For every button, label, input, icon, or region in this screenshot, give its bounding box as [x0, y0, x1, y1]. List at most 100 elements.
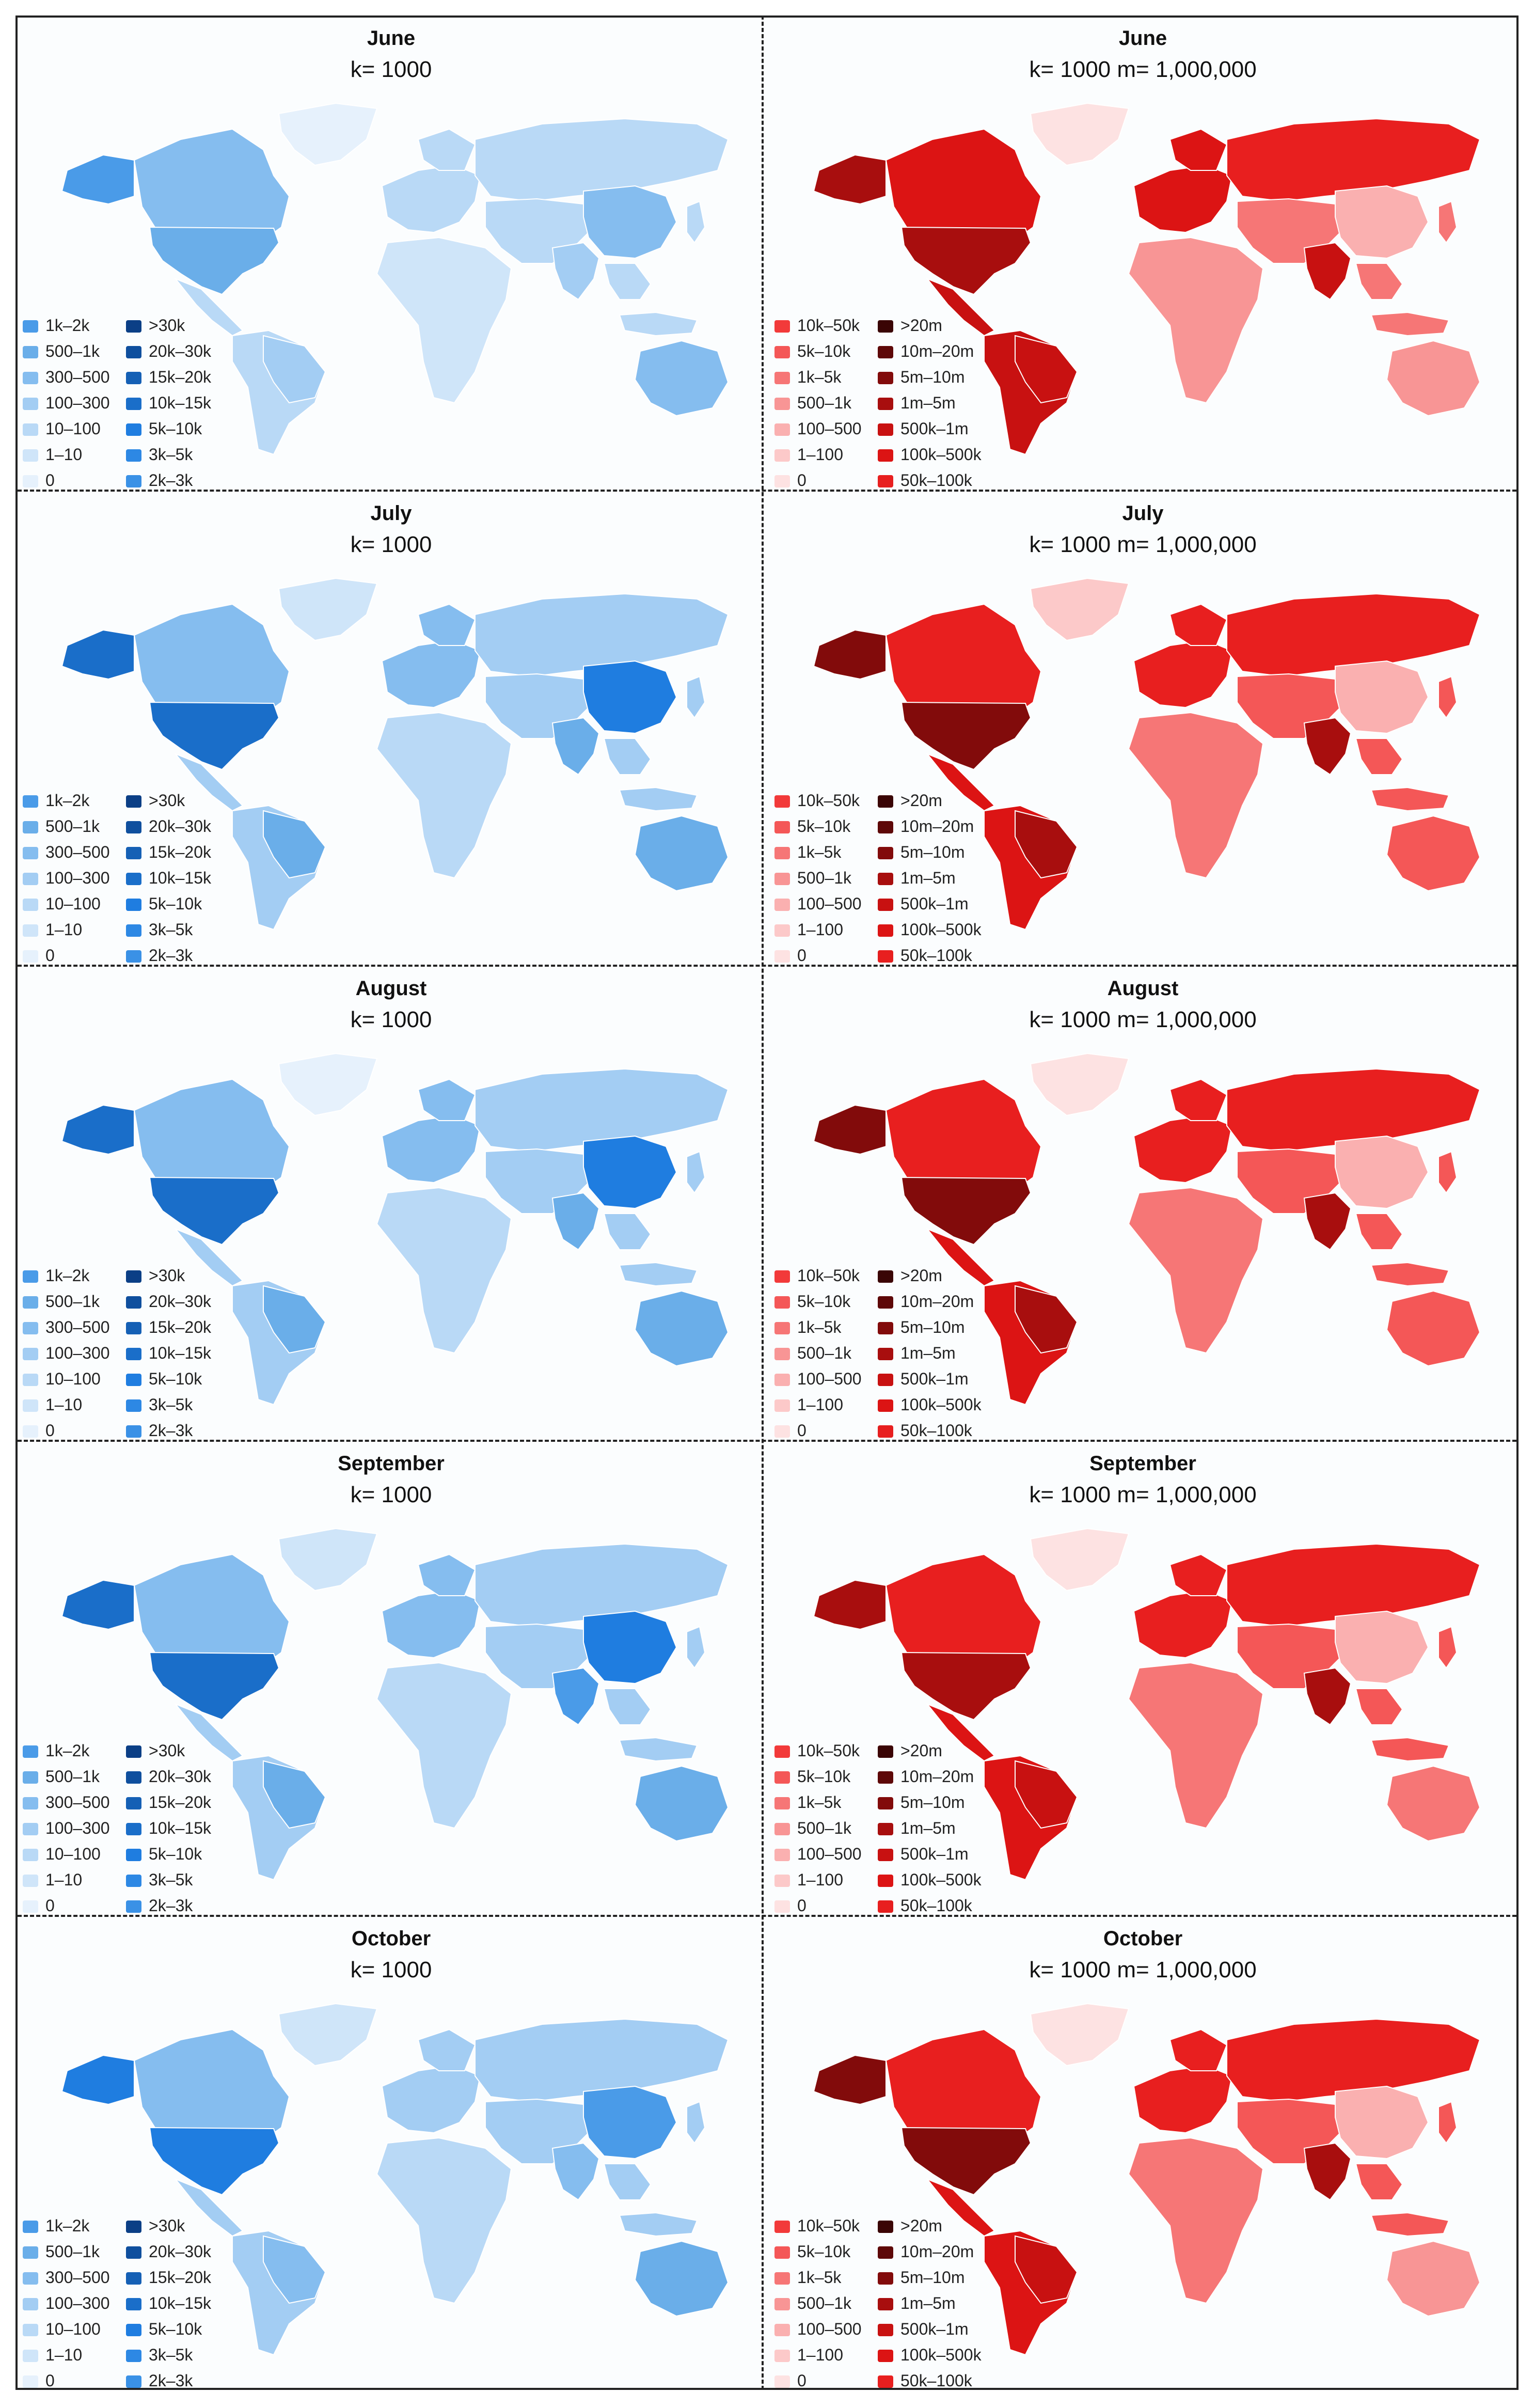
region-russia	[475, 118, 729, 202]
legend-label: 5k–10k	[797, 1292, 851, 1311]
region-japan	[1438, 200, 1458, 244]
legend-swatch	[878, 1322, 893, 1334]
legend-swatch	[23, 1374, 38, 1386]
legend-label: 15k–20k	[149, 368, 211, 386]
region-africa	[1128, 1187, 1264, 1354]
legend-label: 100–500	[797, 1370, 862, 1388]
legend-label: 1k–2k	[45, 791, 90, 810]
k-m-parameter-label: k= 1000 m= 1,000,000	[1029, 57, 1257, 82]
legend-swatch	[878, 1270, 893, 1283]
legend-label: 300–500	[45, 1793, 110, 1812]
world-map	[813, 1052, 1481, 1405]
legend-label: 10k–50k	[797, 1266, 860, 1285]
legend-label: 3k–5k	[149, 920, 193, 939]
legend-label: 50k–100k	[900, 471, 972, 490]
region-centralam	[173, 2178, 244, 2237]
region-brazil	[1015, 2235, 1078, 2304]
region-china	[1335, 2085, 1429, 2160]
region-indonesia	[1370, 311, 1450, 337]
legend-swatch	[126, 1374, 141, 1386]
legend-label: 2k–3k	[149, 1421, 193, 1440]
legend-swatch	[126, 346, 141, 358]
legend-label: 0	[45, 1421, 55, 1440]
legend-swatch	[126, 1348, 141, 1360]
region-japan	[1438, 1151, 1458, 1194]
legend-label: 10k–15k	[149, 394, 211, 412]
legend-label: 1–100	[797, 1395, 843, 1414]
region-china	[583, 2085, 677, 2160]
region-brazil	[1015, 335, 1078, 404]
legend-label: 0	[797, 471, 806, 490]
region-centralam	[925, 1227, 995, 1287]
region-africa	[1128, 237, 1264, 404]
legend-swatch	[126, 423, 141, 436]
legend-swatch	[878, 821, 893, 833]
legend-swatch	[23, 950, 38, 963]
legend-label: 300–500	[45, 1318, 110, 1336]
legend-label: 1k–5k	[797, 1793, 842, 1812]
region-china	[583, 1135, 677, 1209]
legend-label: 5m–10m	[900, 1793, 965, 1812]
legend-label: 15k–20k	[149, 1318, 211, 1336]
world-map	[813, 2003, 1481, 2355]
region-seasia	[1355, 263, 1403, 300]
legend-label: 15k–20k	[149, 2268, 211, 2287]
legend-swatch	[774, 950, 790, 963]
legend-swatch	[774, 449, 790, 462]
legend-swatch	[878, 2298, 893, 2310]
region-greenland	[1030, 2003, 1130, 2067]
region-us	[149, 1176, 280, 1246]
region-alaska	[813, 629, 887, 680]
legend-swatch	[126, 398, 141, 410]
legend-swatch	[774, 2350, 790, 2362]
legend-swatch	[126, 1823, 141, 1835]
region-centralam	[173, 752, 244, 812]
legend-swatch	[878, 847, 893, 859]
legend-label: 500k–1m	[900, 2320, 969, 2338]
legend-swatch	[23, 899, 38, 911]
region-russia	[1226, 593, 1481, 678]
legend-label: 2k–3k	[149, 1896, 193, 1915]
region-japan	[686, 200, 706, 244]
region-seasia	[603, 2163, 652, 2200]
region-india	[1303, 1667, 1352, 1726]
legend-swatch	[878, 1771, 893, 1784]
region-alaska	[813, 154, 887, 205]
region-europe	[381, 164, 481, 233]
legend-swatch	[774, 924, 790, 937]
region-us	[900, 1651, 1032, 1721]
region-australia	[1386, 340, 1481, 417]
month-title: August	[355, 977, 427, 1000]
legend-label: 5k–10k	[149, 894, 202, 913]
row-divider	[18, 490, 1516, 492]
region-scand	[1169, 128, 1228, 171]
region-australia	[1386, 2240, 1481, 2317]
legend-swatch	[126, 795, 141, 808]
region-europe	[1133, 2065, 1233, 2134]
region-australia	[1386, 1290, 1481, 1367]
legend-swatch	[126, 1296, 141, 1309]
month-row: June k= 1000 1k–2k 500–1k 300–500 100–300 10…	[15, 15, 1519, 491]
legend-label: 100–300	[45, 1819, 110, 1837]
legend-label: 10m–20m	[900, 1292, 974, 1311]
legend-label: 10–100	[45, 419, 101, 438]
region-seasia	[603, 1213, 652, 1250]
legend-swatch	[774, 899, 790, 911]
legend-swatch	[774, 2298, 790, 2310]
legend-swatch	[23, 320, 38, 333]
k-m-parameter-label: k= 1000 m= 1,000,000	[1029, 1957, 1257, 1982]
legend-swatch	[23, 1771, 38, 1784]
region-africa	[1128, 712, 1264, 879]
region-us	[900, 1176, 1032, 1246]
legend-label: 50k–100k	[900, 946, 972, 965]
region-centralam	[925, 1703, 995, 1762]
legend-swatch	[878, 1296, 893, 1309]
legend-swatch	[126, 873, 141, 885]
legend-label: 0	[45, 2371, 55, 2390]
legend-label: 0	[45, 471, 55, 490]
legend-swatch	[126, 449, 141, 462]
legend-swatch	[774, 1745, 790, 1758]
month-row: August k= 1000 1k–2k 500–1k 300–500 100–300…	[15, 966, 1519, 1441]
blue-map-panel: August k= 1000 1k–2k 500–1k 300–500 100–300…	[15, 966, 767, 1441]
legend-label: >20m	[900, 1741, 942, 1760]
